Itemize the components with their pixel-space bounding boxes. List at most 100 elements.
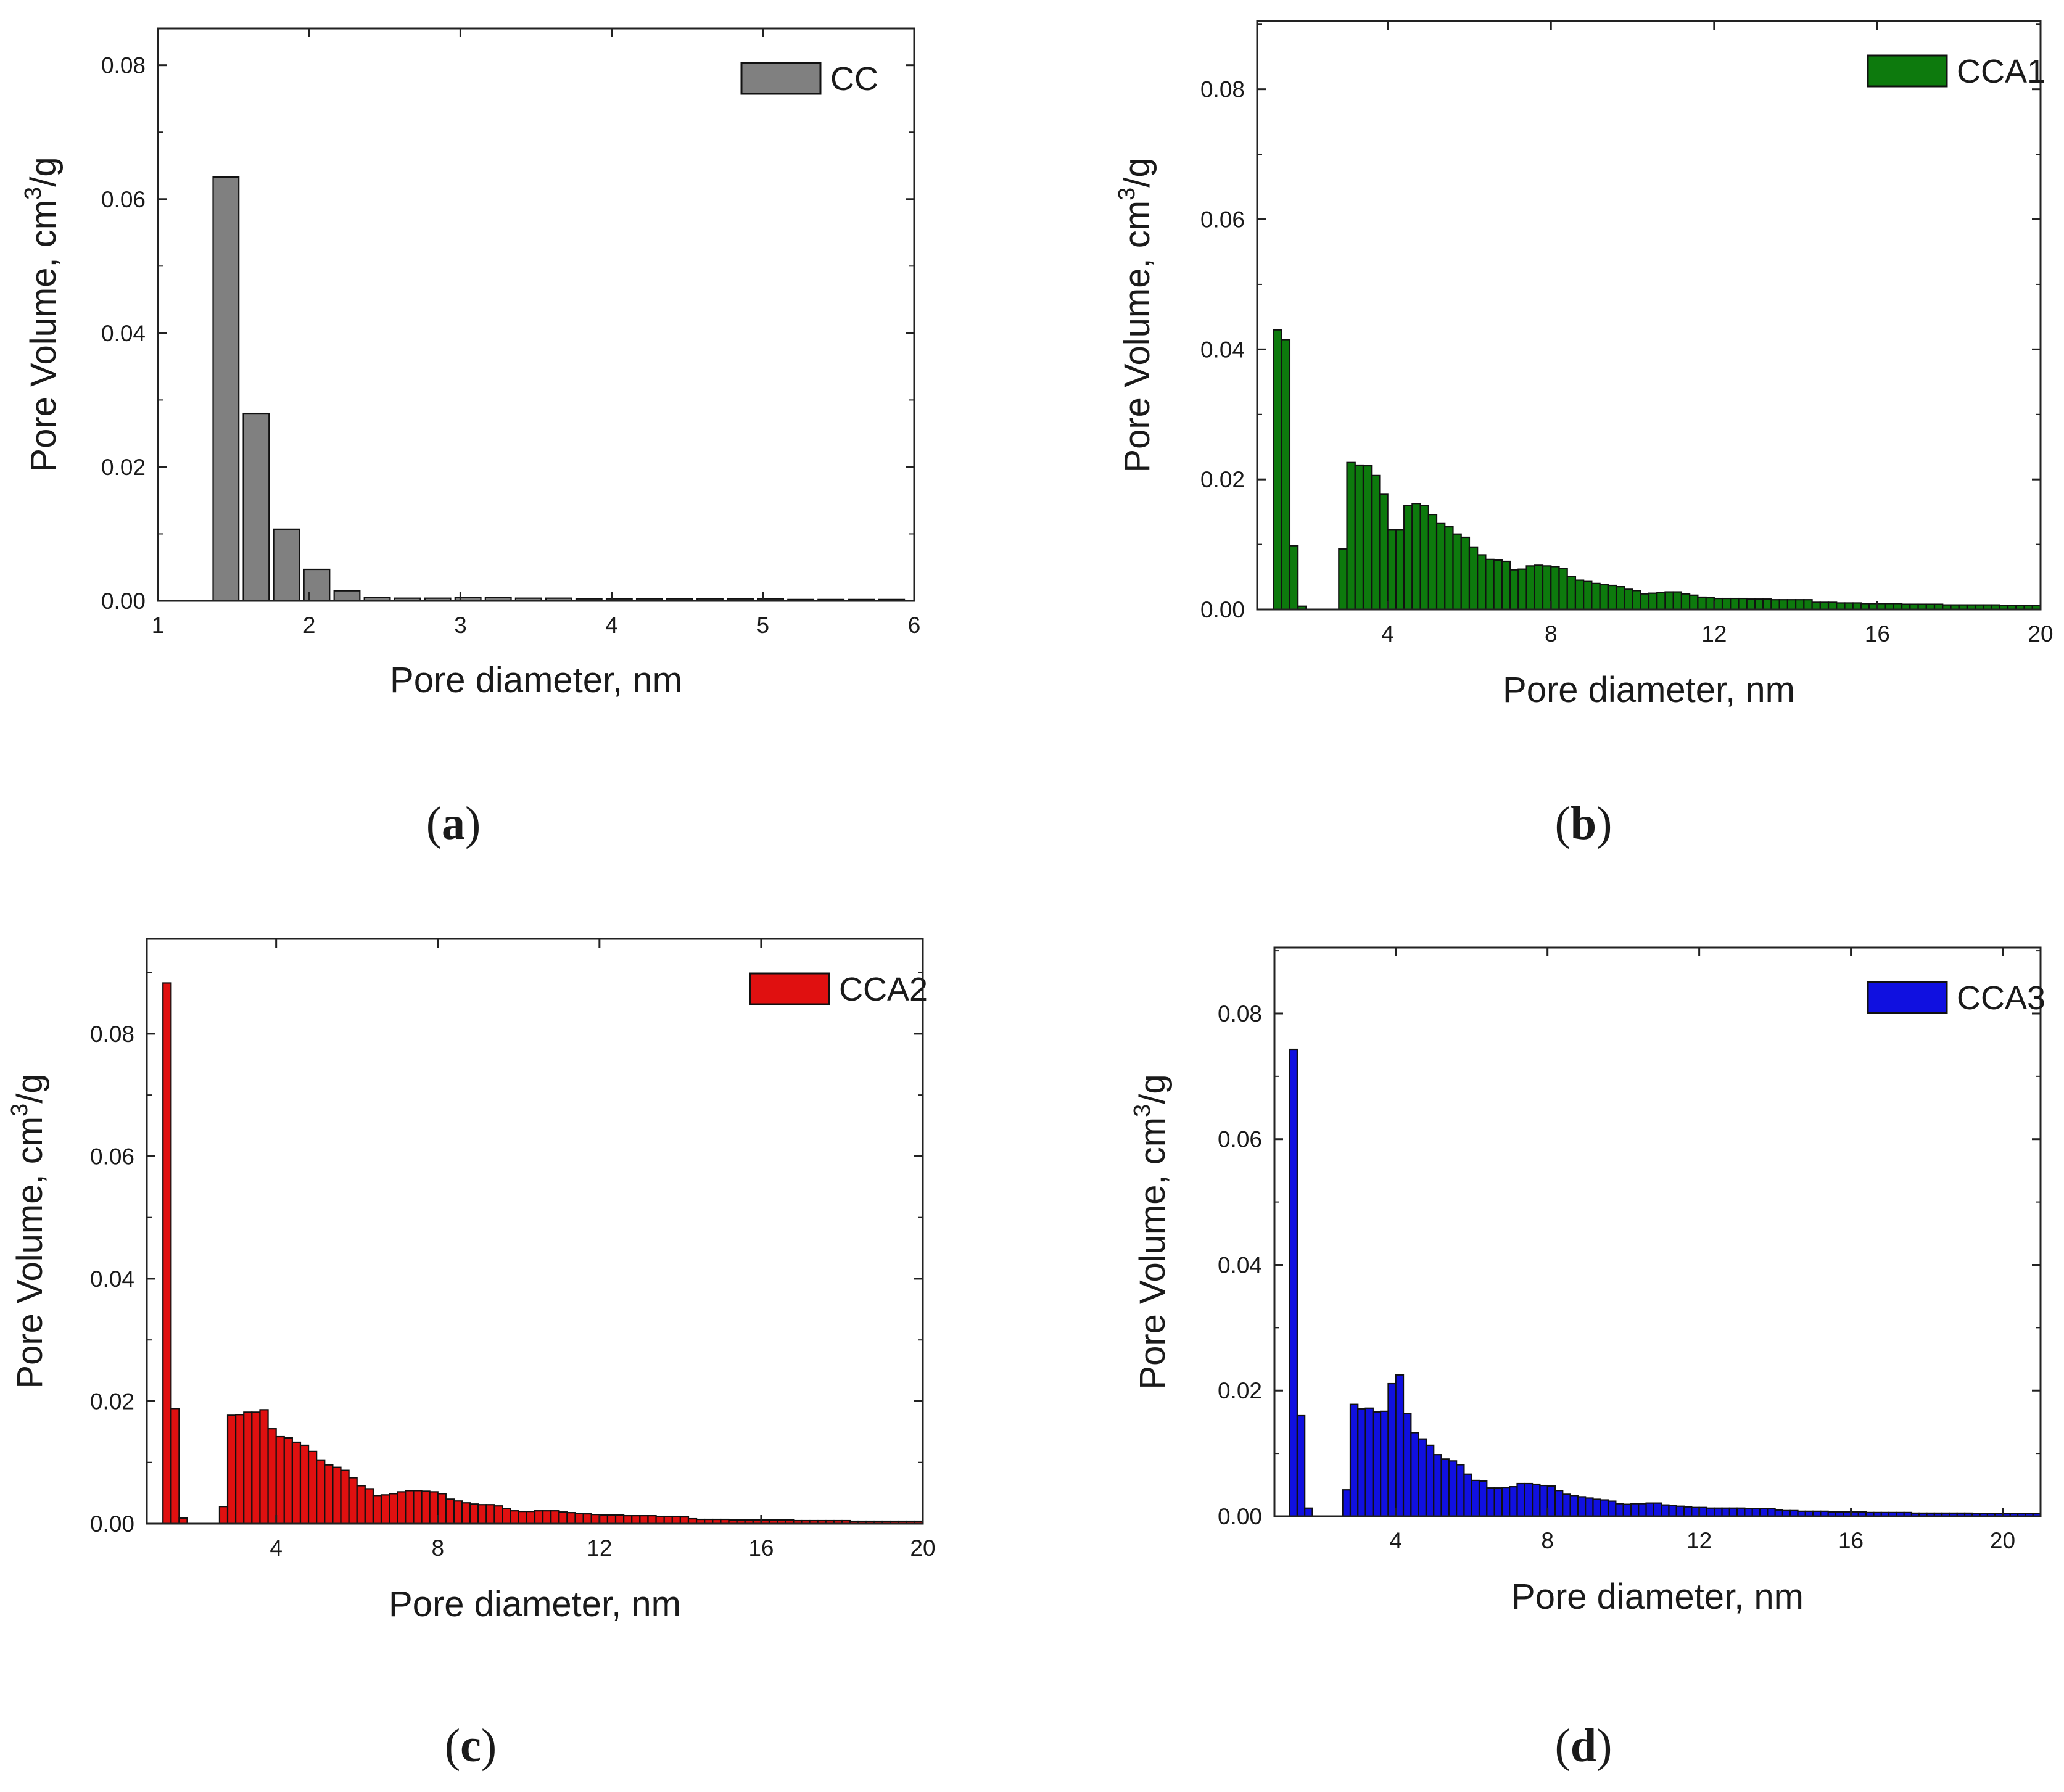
legend-label: CCA2 bbox=[839, 971, 928, 1008]
bar bbox=[1653, 1502, 1662, 1517]
y-axis-label: Pore Volume, cm3/g bbox=[1114, 157, 1157, 473]
bar bbox=[1460, 536, 1471, 611]
x-tick-label: 8 bbox=[431, 1535, 444, 1561]
x-tick-label: 16 bbox=[1865, 621, 1890, 646]
panel-label-open: ( bbox=[445, 1720, 460, 1772]
bar bbox=[679, 1516, 690, 1525]
bar bbox=[1751, 1508, 1761, 1517]
bar bbox=[1630, 1503, 1640, 1517]
bar bbox=[1346, 461, 1356, 611]
legend-swatch bbox=[749, 972, 830, 1005]
y-axis-label-unit: /g bbox=[23, 157, 64, 186]
bar bbox=[1372, 1411, 1382, 1517]
bar bbox=[1364, 1407, 1374, 1517]
bar bbox=[1600, 1499, 1609, 1517]
y-axis-label-main: Pore Volume, cm bbox=[10, 1117, 50, 1389]
bar bbox=[1583, 580, 1593, 611]
y-tick-label: 0.00 bbox=[101, 588, 146, 614]
bar bbox=[1435, 522, 1446, 611]
bar bbox=[1746, 598, 1756, 611]
y-axis-label-superscript: 3 bbox=[7, 1104, 33, 1117]
panel-label-close: ) bbox=[1596, 1720, 1612, 1772]
bar bbox=[1354, 464, 1364, 611]
panel-c: 0.00 0.02 0.04 0.06 0.08 4 8 12 16 20 Pore diamete… bbox=[7, 938, 936, 1772]
bar bbox=[397, 1491, 407, 1525]
bar bbox=[647, 1515, 657, 1525]
x-tick-label: 16 bbox=[1838, 1528, 1864, 1553]
bar bbox=[1296, 1414, 1306, 1517]
bar bbox=[1713, 597, 1723, 611]
legend: CCA2 bbox=[749, 971, 928, 1008]
panel-label: (d) bbox=[1555, 1720, 1612, 1772]
bar bbox=[1762, 598, 1772, 611]
bar bbox=[1558, 568, 1568, 611]
bar bbox=[542, 1510, 552, 1525]
bar bbox=[283, 1437, 293, 1525]
bar bbox=[1844, 602, 1854, 611]
bar bbox=[1675, 1505, 1685, 1517]
y-tick-label: 0.06 bbox=[1200, 207, 1245, 233]
bar bbox=[526, 1511, 536, 1525]
bar bbox=[1691, 1506, 1700, 1517]
y-tick-label: 0.00 bbox=[1200, 597, 1245, 622]
plot-frame bbox=[146, 938, 924, 1525]
x-tick-label: 2 bbox=[303, 613, 316, 638]
bar bbox=[485, 1504, 495, 1525]
bar bbox=[1427, 513, 1438, 611]
bar bbox=[1338, 548, 1348, 611]
bar bbox=[1827, 601, 1838, 611]
x-tick-label: 12 bbox=[1701, 621, 1727, 646]
panel-label-open: ( bbox=[1555, 1720, 1571, 1772]
bar bbox=[333, 590, 361, 602]
bar bbox=[348, 1477, 358, 1525]
y-axis-label-main: Pore Volume, cm bbox=[23, 200, 64, 473]
y-tick-label: 0.08 bbox=[101, 53, 146, 78]
x-tick-label: 3 bbox=[454, 613, 467, 638]
bar bbox=[1433, 1454, 1442, 1517]
bar bbox=[1273, 329, 1282, 611]
bar bbox=[1569, 1495, 1579, 1517]
panel-label: (b) bbox=[1555, 798, 1612, 849]
bar bbox=[1542, 565, 1552, 611]
bar bbox=[212, 176, 240, 602]
bar bbox=[1656, 592, 1666, 611]
bar bbox=[1509, 1486, 1518, 1517]
bar bbox=[372, 1495, 382, 1525]
legend-swatch bbox=[740, 62, 822, 95]
panel-label-open: ( bbox=[426, 798, 442, 849]
bar bbox=[1411, 503, 1421, 611]
bar bbox=[1485, 558, 1495, 611]
bar bbox=[1562, 1493, 1571, 1517]
bar bbox=[1585, 1497, 1594, 1517]
bar bbox=[1811, 601, 1821, 611]
bar bbox=[1456, 1464, 1465, 1517]
bar bbox=[1362, 465, 1373, 611]
panel-label-letter: c bbox=[460, 1720, 481, 1772]
y-tick-label: 0.04 bbox=[90, 1266, 134, 1292]
bar bbox=[1697, 596, 1707, 611]
y-tick-label: 0.06 bbox=[101, 187, 146, 212]
bar bbox=[1624, 588, 1633, 611]
bar bbox=[566, 1512, 576, 1525]
panel-label: (c) bbox=[445, 1720, 497, 1772]
bar bbox=[1778, 599, 1788, 611]
x-tick-label: 5 bbox=[757, 613, 770, 638]
bar bbox=[461, 1502, 471, 1525]
bar bbox=[1607, 1500, 1617, 1517]
bar bbox=[389, 1493, 398, 1525]
bar bbox=[1550, 566, 1560, 611]
bar bbox=[429, 1491, 439, 1525]
bar bbox=[340, 1469, 350, 1525]
bar bbox=[1640, 593, 1650, 611]
bar bbox=[1795, 599, 1805, 611]
bar bbox=[356, 1485, 366, 1525]
bar bbox=[1403, 505, 1413, 611]
bar bbox=[1615, 585, 1625, 611]
legend-swatch bbox=[1867, 981, 1948, 1014]
bar bbox=[1698, 1506, 1708, 1517]
y-axis-label-superscript: 3 bbox=[20, 187, 46, 200]
bar bbox=[623, 1515, 633, 1525]
bar bbox=[1418, 1438, 1427, 1517]
y-tick-label: 0.02 bbox=[90, 1389, 134, 1414]
bar bbox=[445, 1498, 455, 1525]
